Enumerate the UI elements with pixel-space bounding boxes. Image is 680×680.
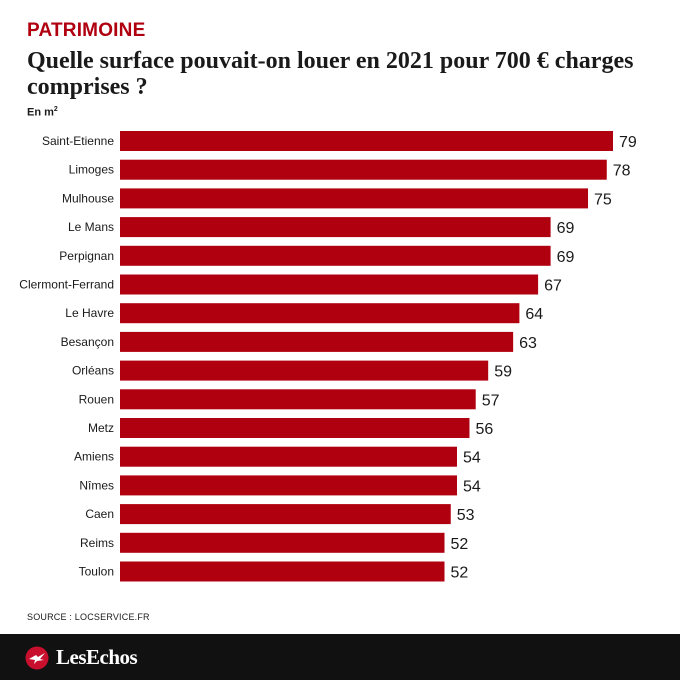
- bar: [120, 188, 589, 209]
- section-kicker: PATRIMOINE: [27, 20, 146, 41]
- source-note: SOURCE : LOCSERVICE.FR: [27, 612, 150, 622]
- bar: [120, 159, 607, 180]
- value-label: 54: [463, 478, 481, 495]
- unit-label: En m2: [27, 106, 58, 119]
- category-label: Toulon: [79, 565, 114, 579]
- category-label: Metz: [88, 421, 114, 435]
- bar: [120, 131, 613, 151]
- footer-bar: LesEchos: [0, 634, 680, 680]
- value-label: 69: [557, 249, 575, 266]
- value-label: 53: [457, 507, 475, 524]
- bar: [120, 274, 539, 295]
- chart-title: Quelle surface pouvait-on louer en 2021 …: [27, 48, 634, 100]
- category-label: Nîmes: [79, 478, 114, 492]
- category-label: Saint-Etienne: [42, 134, 114, 148]
- brand-logo-text: LesEchos: [56, 645, 138, 669]
- bar: [120, 217, 551, 238]
- unit-text: En m: [27, 106, 54, 119]
- category-label: Clermont-Ferrand: [19, 278, 114, 292]
- unit-superscript: 2: [53, 106, 58, 113]
- value-label: 75: [594, 191, 612, 208]
- value-label: 54: [463, 450, 481, 467]
- value-label: 67: [544, 278, 562, 295]
- bar: [120, 504, 451, 525]
- value-label: 69: [557, 220, 575, 237]
- bar: [120, 475, 457, 496]
- category-label: Orléans: [72, 364, 114, 378]
- category-label: Reims: [80, 536, 114, 550]
- value-label: 79: [619, 134, 637, 151]
- category-label: Mulhouse: [62, 191, 114, 205]
- category-label: Besançon: [61, 335, 114, 349]
- value-label: 59: [494, 364, 512, 381]
- bar: [120, 331, 514, 352]
- bar: [120, 389, 476, 410]
- value-label: 52: [451, 565, 469, 582]
- bar: [120, 561, 445, 582]
- value-label: 56: [475, 421, 493, 438]
- category-label: Le Mans: [68, 220, 114, 234]
- value-label: 52: [451, 536, 469, 553]
- value-label: 78: [613, 163, 631, 180]
- bar: [120, 360, 489, 381]
- bar: [120, 418, 470, 438]
- echos-bird-logo-icon: [25, 646, 49, 670]
- value-label: 63: [519, 335, 537, 352]
- category-label: Amiens: [74, 450, 114, 464]
- bar: [120, 245, 551, 266]
- bar: [120, 446, 457, 467]
- category-label: Caen: [85, 507, 114, 521]
- bar: [120, 532, 445, 553]
- value-label: 57: [482, 392, 500, 409]
- category-label: Rouen: [79, 392, 114, 406]
- category-label: Limoges: [69, 163, 114, 177]
- bar-chart: Saint-Etienne 79 Limoges 78 Mulhouse 75 Le Man…: [19, 131, 637, 582]
- category-label: Perpignan: [59, 249, 114, 263]
- bar: [120, 303, 520, 324]
- value-label: 64: [525, 306, 543, 323]
- category-label: Le Havre: [65, 306, 114, 320]
